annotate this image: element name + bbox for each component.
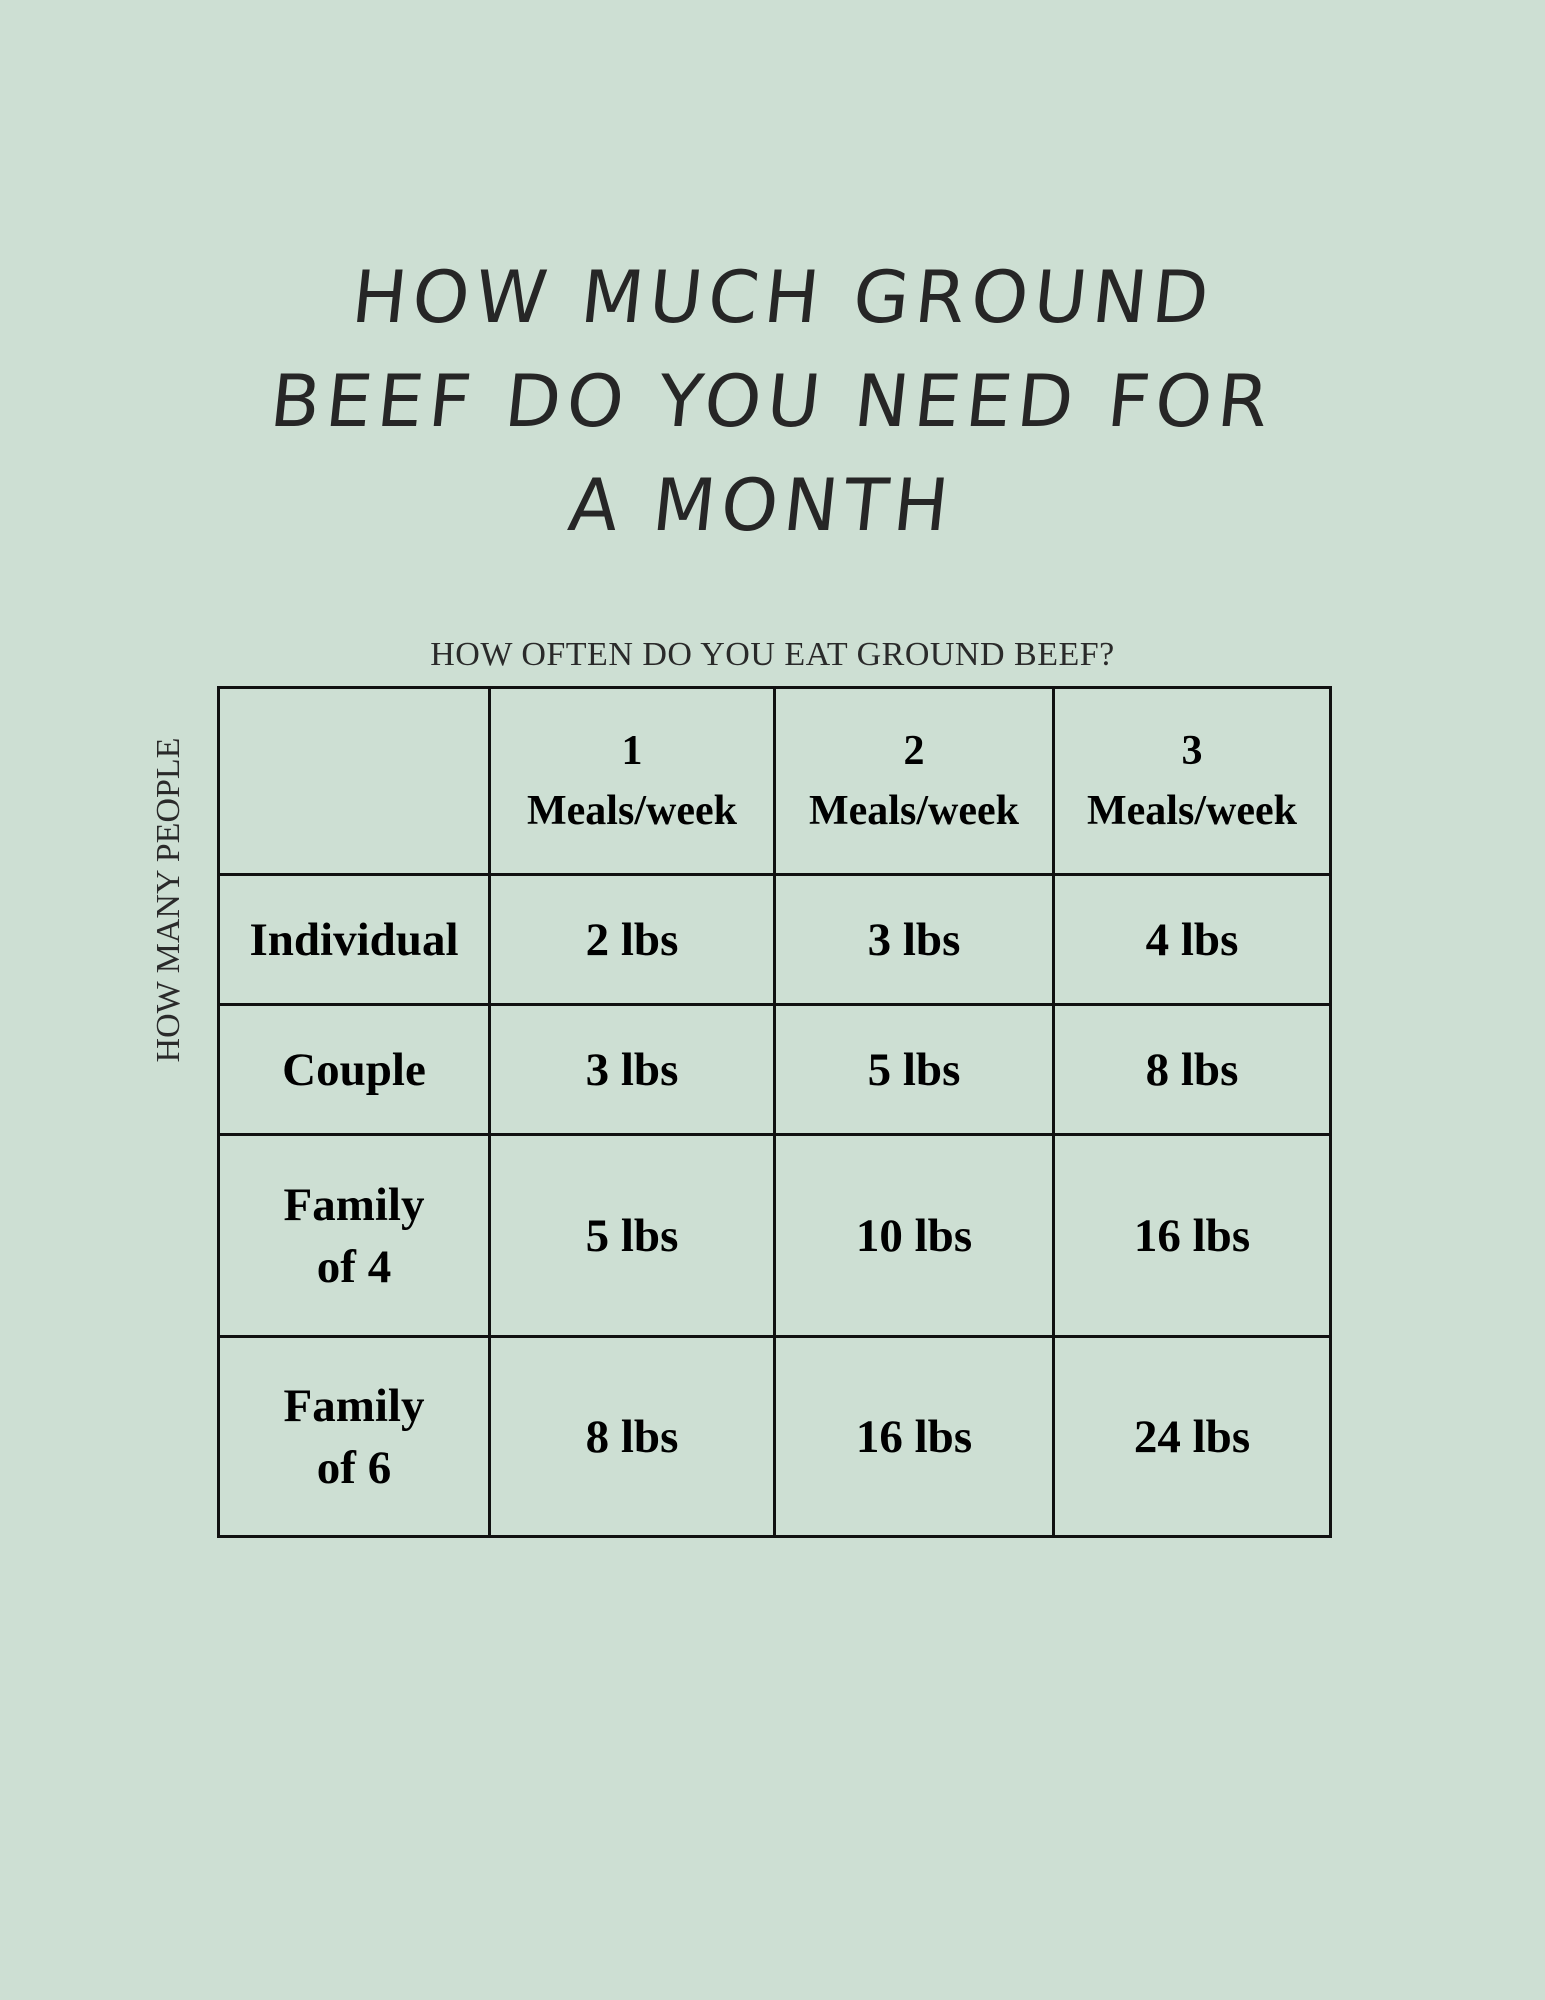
- header-cell: 3 Meals/week: [1052, 686, 1332, 876]
- row-label-text: Family: [283, 1178, 425, 1231]
- row-label-text: Individual: [249, 913, 459, 966]
- value-cell: 16 lbs: [1052, 1133, 1332, 1338]
- value-cell: 16 lbs: [773, 1335, 1055, 1538]
- header-unit: Meals/week: [527, 788, 737, 834]
- row-axis-label: HOW MANY PEOPLE: [150, 737, 187, 1063]
- value-cell: 3 lbs: [488, 1003, 776, 1136]
- value-cell: 10 lbs: [773, 1133, 1055, 1338]
- corner-cell: [217, 686, 491, 876]
- header-row: 1 Meals/week 2 Meals/week 3 Meals/week: [217, 686, 1332, 876]
- value-cell: 24 lbs: [1052, 1335, 1332, 1538]
- table-row: Family of 6 8 lbs 16 lbs 24 lbs: [217, 1335, 1332, 1538]
- row-label: Couple: [217, 1003, 491, 1136]
- title-line: A MONTH: [564, 463, 959, 547]
- value-cell: 5 lbs: [773, 1003, 1055, 1136]
- row-label-text: of 4: [316, 1240, 392, 1293]
- row-label-text: Family: [283, 1379, 425, 1432]
- header-count: 3: [1181, 728, 1203, 774]
- table-row: Couple 3 lbs 5 lbs 8 lbs: [217, 1003, 1332, 1136]
- table-row: Individual 2 lbs 3 lbs 4 lbs: [217, 873, 1332, 1006]
- row-label: Family of 6: [217, 1335, 491, 1538]
- header-unit: Meals/week: [1087, 788, 1297, 834]
- row-label-text: of 6: [316, 1441, 392, 1494]
- value-cell: 4 lbs: [1052, 873, 1332, 1006]
- value-cell: 8 lbs: [488, 1335, 776, 1538]
- table-row: Family of 4 5 lbs 10 lbs 16 lbs: [217, 1133, 1332, 1338]
- header-count: 2: [903, 728, 925, 774]
- value-cell: 3 lbs: [773, 873, 1055, 1006]
- value-cell: 2 lbs: [488, 873, 776, 1006]
- header-cell: 1 Meals/week: [488, 686, 776, 876]
- header-cell: 2 Meals/week: [773, 686, 1055, 876]
- header-count: 1: [621, 728, 643, 774]
- header-unit: Meals/week: [809, 788, 1019, 834]
- row-label-text: Couple: [282, 1043, 426, 1096]
- row-label: Family of 4: [217, 1133, 491, 1338]
- column-axis-label: HOW OFTEN DO YOU EAT GROUND BEEF?: [430, 636, 1115, 673]
- value-cell: 5 lbs: [488, 1133, 776, 1338]
- title-line: HOW MUCH GROUND: [348, 255, 1219, 339]
- beef-table: 1 Meals/week 2 Meals/week 3 Meals/week Indi…: [217, 686, 1332, 1538]
- value-cell: 8 lbs: [1052, 1003, 1332, 1136]
- page-title: HOW MUCH GROUND BEEF DO YOU NEED FOR A M…: [0, 245, 1545, 557]
- row-label: Individual: [217, 873, 491, 1006]
- title-line: BEEF DO YOU NEED FOR: [266, 359, 1279, 443]
